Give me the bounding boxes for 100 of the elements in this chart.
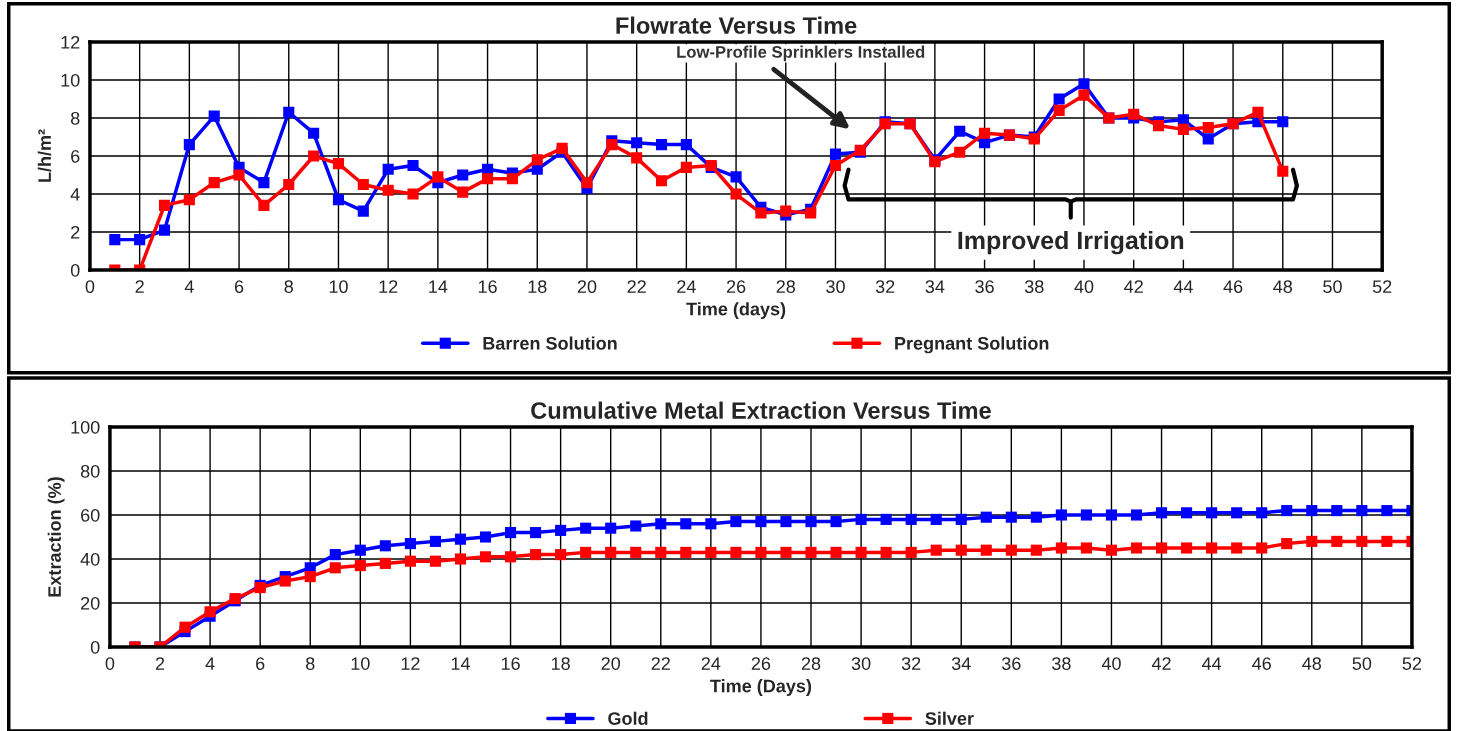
point <box>555 524 567 536</box>
point <box>308 127 320 139</box>
x-tick-label: 6 <box>256 657 265 670</box>
point <box>1078 89 1090 101</box>
point <box>829 159 842 172</box>
x-tick-label: 52 <box>1372 280 1392 294</box>
point <box>680 161 692 173</box>
point <box>504 551 517 563</box>
point <box>655 546 667 558</box>
point <box>134 234 146 246</box>
y-tick-label: 2 <box>71 225 80 239</box>
x-tick-label: 2 <box>135 280 144 293</box>
point <box>329 562 341 574</box>
point <box>109 234 121 246</box>
point <box>1055 509 1067 521</box>
point <box>930 513 942 525</box>
x-tick-label: 18 <box>528 280 547 294</box>
point <box>329 549 341 561</box>
point <box>1130 509 1143 521</box>
point <box>1256 542 1268 554</box>
point <box>407 188 419 200</box>
point <box>382 163 394 175</box>
x-tick-label: 24 <box>701 657 721 670</box>
x-tick-label: 14 <box>429 280 448 293</box>
point <box>1281 505 1293 517</box>
y-tick-label: 20 <box>81 596 100 610</box>
x-tick-label: 50 <box>1352 657 1372 670</box>
x-tick-label: 14 <box>451 657 470 670</box>
point <box>1277 165 1289 177</box>
point <box>631 152 643 164</box>
x-tick-label: 42 <box>1124 280 1143 293</box>
point <box>283 178 295 191</box>
legend-label: Silver <box>925 711 974 725</box>
x-tick-label: 38 <box>1052 657 1071 670</box>
point <box>606 139 618 151</box>
point <box>308 150 320 162</box>
point <box>730 171 742 183</box>
point <box>208 177 220 189</box>
annotation: Improved Irrigation <box>958 230 1184 255</box>
point <box>530 549 542 561</box>
x-axis-title: Time (Days) <box>710 679 812 696</box>
point <box>680 518 692 530</box>
point <box>1356 535 1368 547</box>
point <box>556 142 568 154</box>
point <box>980 511 992 523</box>
x-tick-label: 16 <box>501 657 520 670</box>
y-tick-label: 80 <box>80 464 100 478</box>
x-tick-label: 20 <box>577 280 597 294</box>
point <box>332 194 345 206</box>
point <box>805 516 817 528</box>
point <box>1331 505 1343 517</box>
point <box>482 173 494 185</box>
point <box>655 175 668 187</box>
x-tick-label: 46 <box>1223 280 1243 294</box>
point <box>1256 507 1268 519</box>
point <box>1177 123 1189 135</box>
point <box>1206 542 1218 554</box>
x-tick-label: 8 <box>284 280 293 294</box>
x-tick-label: 30 <box>851 657 871 670</box>
point <box>955 544 967 556</box>
point <box>680 139 692 151</box>
point <box>279 575 291 587</box>
point <box>1206 507 1218 519</box>
point <box>1252 106 1264 118</box>
x-tick-label: 34 <box>951 657 971 670</box>
point <box>1202 121 1214 134</box>
x-tick-label: 36 <box>975 280 994 294</box>
point <box>432 171 444 183</box>
x-tick-label: 12 <box>401 657 420 670</box>
point <box>457 169 469 181</box>
point <box>1202 133 1214 145</box>
point <box>1130 542 1143 554</box>
legend-label: Pregnant Solution <box>895 336 1049 354</box>
x-tick-label: 46 <box>1252 657 1271 670</box>
x-tick-label: 24 <box>677 280 696 293</box>
y-tick-label: 40 <box>80 552 100 566</box>
point <box>855 513 867 525</box>
point <box>1231 542 1243 554</box>
point <box>580 546 592 558</box>
point <box>630 546 642 558</box>
point <box>479 531 492 543</box>
point <box>755 516 767 528</box>
point <box>504 527 517 539</box>
point <box>1005 544 1017 556</box>
y-axis-title: Extraction (%) <box>47 477 65 597</box>
y-tick-label: 8 <box>70 111 80 125</box>
x-tick-label: 52 <box>1402 657 1422 670</box>
point <box>1306 505 1318 517</box>
x-tick-label: 22 <box>651 657 670 670</box>
point <box>379 540 391 552</box>
x-tick-label: 12 <box>379 280 398 293</box>
point <box>580 522 592 534</box>
point <box>1181 542 1193 554</box>
chart-title: Flowrate Versus Time <box>616 16 857 34</box>
point <box>605 522 617 534</box>
x-tick-label: 42 <box>1151 657 1171 670</box>
x-tick-label: 30 <box>826 280 845 294</box>
y-axis-title: L/h/m² <box>37 129 52 182</box>
x-tick-label: 16 <box>478 280 497 294</box>
point <box>183 139 195 151</box>
